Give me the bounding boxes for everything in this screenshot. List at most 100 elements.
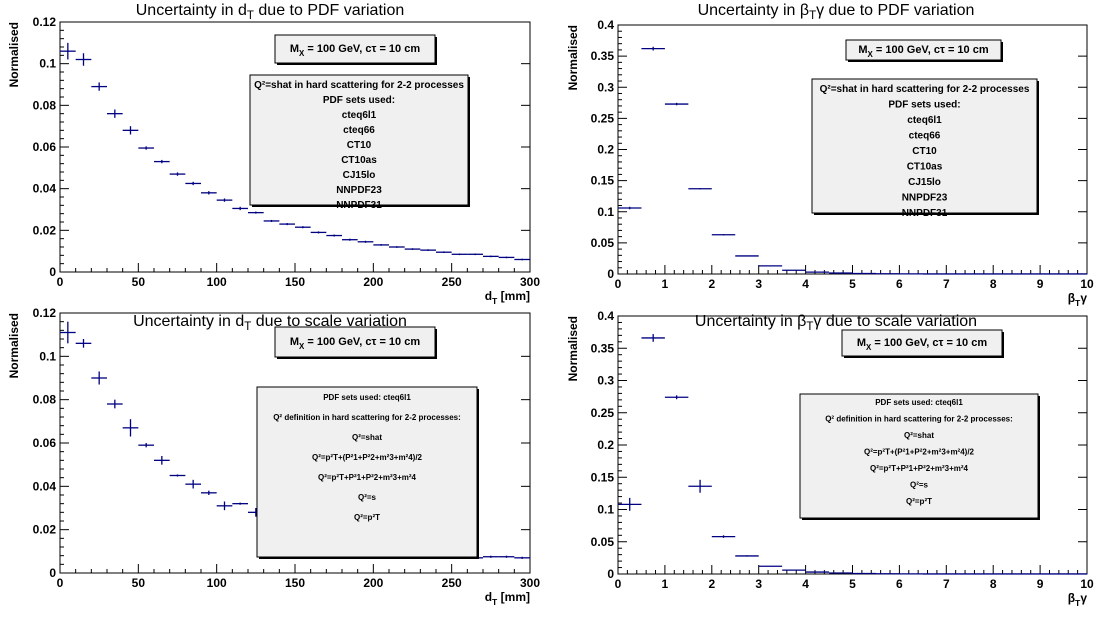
chart-title: Uncertainty in dT due to PDF variation xyxy=(136,2,405,22)
chart-title-main: Uncertainty in d xyxy=(133,313,244,330)
x-tick-label: 10 xyxy=(1080,277,1094,291)
legend-line: Q²=shat in hard scattering for 2-2 proce… xyxy=(254,80,464,91)
x-tick-label: 50 xyxy=(132,576,146,590)
y-tick-label: 0.35 xyxy=(591,49,615,63)
legend-line: Q²=p²T+P²1+P²2+m²3+m²4 xyxy=(870,464,969,473)
data-point xyxy=(154,456,170,465)
x-axis-label-sub: T xyxy=(492,296,498,306)
legend-line: Q²=s xyxy=(910,481,929,490)
y-axis-label: Normalised xyxy=(7,22,21,87)
data-point xyxy=(514,556,530,559)
data-point xyxy=(641,334,665,342)
x-tick-label: 0 xyxy=(57,275,64,289)
data-point xyxy=(618,206,642,210)
legend-line: CT10 xyxy=(347,140,372,151)
info-box-text-suffix: = 100 GeV, cτ = 10 cm xyxy=(873,44,989,56)
chart-title-main: Uncertainty in d xyxy=(136,2,247,19)
info-box-text-suffix: = 100 GeV, cτ = 10 cm xyxy=(304,336,420,348)
data-point xyxy=(122,419,139,437)
x-axis-label-suffix: γ xyxy=(1080,291,1087,305)
chart-bg-scale: Uncertainty in βTγ due to scale variatio… xyxy=(566,309,1094,608)
legend-line: Q²=shat xyxy=(904,431,934,440)
legend-line: CT10as xyxy=(907,162,943,173)
legend-line: Q² definition in hard scattering for 2-2… xyxy=(825,415,1013,424)
data-point xyxy=(75,53,92,66)
data-point xyxy=(60,321,76,344)
x-tick-label: 2 xyxy=(708,277,715,291)
chart-title-main: Uncertainty in β xyxy=(695,313,806,330)
chart-title: Uncertainty in βTγ due to scale variatio… xyxy=(695,313,977,333)
legend-line: cteq66 xyxy=(909,131,941,142)
y-tick-label: 0.04 xyxy=(33,479,57,493)
data-point xyxy=(498,256,515,259)
data-point xyxy=(326,234,342,237)
x-axis-label-main: β xyxy=(1068,591,1075,605)
data-point xyxy=(735,555,759,557)
data-point xyxy=(420,249,436,251)
x-axis-label-main: d xyxy=(485,590,492,604)
info-box-text-sub: X xyxy=(299,342,305,351)
x-tick-label: 8 xyxy=(990,577,997,591)
data-point xyxy=(310,231,327,234)
y-tick-label: 0.1 xyxy=(597,503,614,517)
info-box-text: MX = 100 GeV, cτ = 10 cm xyxy=(857,337,987,352)
info-box xyxy=(274,326,436,358)
x-tick-label: 100 xyxy=(207,275,227,289)
x-axis-label: βTγ xyxy=(1068,591,1088,608)
panel-bg-pdf: Uncertainty in β Tγ due to PDF variation 0… xyxy=(559,0,1118,313)
data-point xyxy=(201,191,217,195)
data-point xyxy=(185,479,201,489)
legend-line: NNPDF23 xyxy=(336,185,382,196)
info-box-text-suffix: = 100 GeV, cτ = 10 cm xyxy=(871,337,987,349)
data-point xyxy=(404,248,421,250)
x-axis-label-sub: T xyxy=(1075,298,1081,308)
data-point xyxy=(138,443,154,448)
x-tick-label: 1 xyxy=(662,577,669,591)
legend-line: cteq66 xyxy=(343,125,375,136)
data-point xyxy=(138,146,154,150)
x-tick-label: 250 xyxy=(442,275,462,289)
legend-line: Q²=p²T+(P²1+P²2+m²3+m²4)/2 xyxy=(864,448,975,457)
y-tick-label: 0.1 xyxy=(597,205,614,219)
x-tick-label: 9 xyxy=(1037,277,1044,291)
info-box-text: MX = 100 GeV, cτ = 10 cm xyxy=(290,336,420,351)
legend-line: Q² definition in hard scattering for 2-2… xyxy=(273,413,461,422)
chart-title-main: Uncertainty in β xyxy=(698,2,809,19)
legend-box xyxy=(256,386,478,558)
x-tick-label: 4 xyxy=(802,577,809,591)
info-box-text-sub: X xyxy=(868,50,874,59)
x-tick-label: 4 xyxy=(802,277,809,291)
data-point xyxy=(735,255,759,257)
x-axis-label-suffix: [mm] xyxy=(497,590,530,604)
x-axis-label: dT [mm] xyxy=(485,289,530,306)
data-point xyxy=(688,479,712,493)
legend-line: NNPDF31 xyxy=(336,200,382,211)
data-point xyxy=(357,240,374,243)
info-box-text: MX = 100 GeV, cτ = 10 cm xyxy=(290,43,420,58)
data-point xyxy=(451,253,468,256)
x-axis-label-suffix: [mm] xyxy=(497,289,530,303)
data-point xyxy=(711,234,736,236)
x-tick-label: 2 xyxy=(708,577,715,591)
x-tick-label: 150 xyxy=(285,275,305,289)
info-box xyxy=(274,34,436,64)
x-tick-label: 7 xyxy=(943,277,950,291)
y-tick-label: 0.02 xyxy=(33,223,57,237)
legend-line: PDF sets used: xyxy=(323,95,395,106)
x-tick-label: 10 xyxy=(1080,577,1094,591)
y-tick-label: 0.25 xyxy=(591,406,615,420)
legend-line: cteq6l1 xyxy=(342,110,377,121)
y-tick-label: 0.4 xyxy=(597,309,614,323)
data-point xyxy=(483,255,499,258)
y-tick-label: 0.2 xyxy=(597,143,614,157)
x-tick-label: 5 xyxy=(849,577,856,591)
data-point xyxy=(664,395,689,400)
legend-line: PDF sets used: cteq6l1 xyxy=(875,398,963,407)
data-point xyxy=(389,246,405,248)
legend-box xyxy=(249,74,469,206)
y-tick-label: 0.25 xyxy=(591,111,615,125)
y-tick-label: 0.05 xyxy=(591,236,615,250)
x-tick-label: 3 xyxy=(755,577,762,591)
chart-title-suffix: γ due to PDF variation xyxy=(816,2,974,19)
y-tick-label: 0.02 xyxy=(33,523,57,537)
